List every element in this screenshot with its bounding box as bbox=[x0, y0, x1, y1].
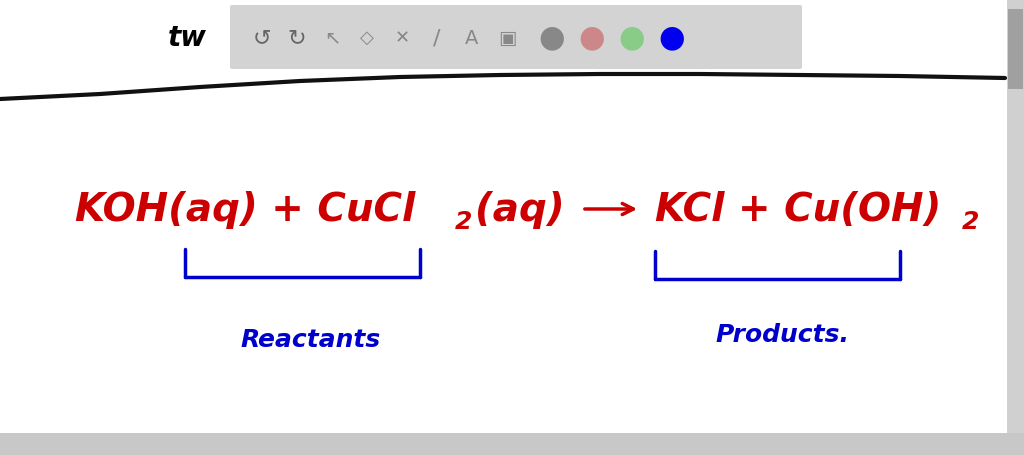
Text: Reactants: Reactants bbox=[240, 327, 380, 351]
Text: Products.: Products. bbox=[715, 322, 849, 346]
Text: KOH(aq) + CuCl: KOH(aq) + CuCl bbox=[75, 191, 416, 228]
Text: ↻: ↻ bbox=[288, 28, 306, 48]
Text: ↖: ↖ bbox=[324, 28, 340, 47]
Text: /: / bbox=[433, 28, 440, 48]
Text: 2: 2 bbox=[455, 210, 472, 233]
Text: ●: ● bbox=[658, 24, 685, 52]
Text: ◇: ◇ bbox=[360, 29, 374, 47]
Text: ●: ● bbox=[579, 24, 605, 52]
Text: (aq): (aq) bbox=[475, 191, 564, 228]
Text: ●: ● bbox=[539, 24, 565, 52]
Text: A: A bbox=[465, 28, 478, 47]
Bar bbox=[0, 433, 1024, 455]
Bar bbox=[1008, 10, 1023, 90]
Text: ●: ● bbox=[618, 24, 645, 52]
Text: ↺: ↺ bbox=[253, 28, 271, 48]
Text: KCl + Cu(OH): KCl + Cu(OH) bbox=[655, 191, 941, 228]
Text: tw: tw bbox=[168, 24, 207, 52]
Text: ▣: ▣ bbox=[498, 28, 516, 47]
Bar bbox=[1007, 0, 1024, 455]
Text: ✕: ✕ bbox=[394, 29, 410, 47]
FancyBboxPatch shape bbox=[230, 6, 802, 70]
Text: 2: 2 bbox=[962, 210, 979, 233]
